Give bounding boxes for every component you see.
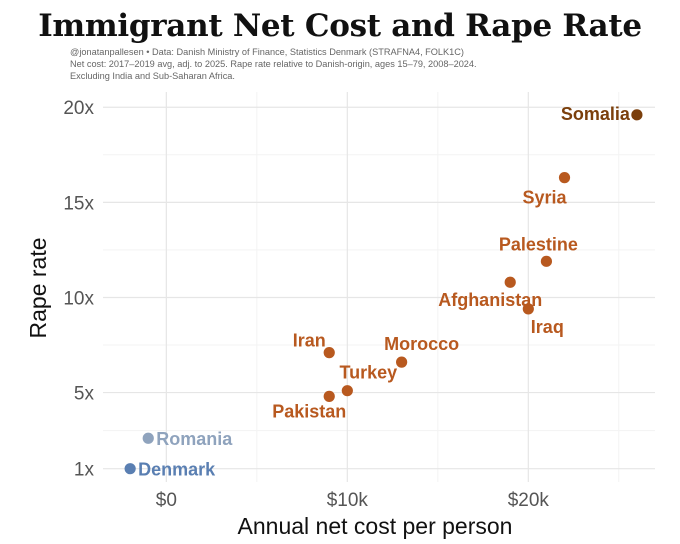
y-tick-label: 15x	[63, 193, 94, 214]
data-labels: Somalia Syria Palestine Afghanistan Iraq Moro…	[138, 104, 631, 480]
point-somalia	[631, 109, 643, 121]
label-syria: Syria	[522, 188, 567, 208]
point-syria	[558, 172, 571, 184]
point-iraq	[522, 303, 534, 315]
subtitle-line-2: Net cost: 2017–2019 avg, adj. to 2025. R…	[70, 58, 477, 69]
label-morocco: Morocco	[384, 334, 459, 354]
label-denmark: Denmark	[138, 460, 216, 480]
point-morocco	[396, 356, 408, 368]
point-romania	[142, 432, 154, 444]
point-palestine	[540, 255, 553, 267]
data-points	[124, 109, 643, 475]
label-somalia: Somalia	[561, 104, 631, 124]
label-romania: Romania	[156, 429, 233, 449]
label-iran: Iran	[293, 331, 326, 351]
point-pakistan	[323, 390, 335, 402]
minor-gridlines	[103, 92, 655, 482]
y-axis-label: Rape rate	[25, 237, 51, 338]
point-denmark	[124, 463, 136, 475]
label-afghanistan: Afghanistan	[438, 290, 542, 310]
label-palestine: Palestine	[499, 234, 578, 254]
y-tick-label: 1x	[74, 460, 95, 481]
x-tick-label: $20k	[508, 490, 550, 511]
x-axis-ticks: $0 $10k $20k	[156, 490, 550, 511]
x-tick-label: $0	[156, 490, 177, 511]
subtitle-line-1: @jonatanpallesen • Data: Danish Ministry…	[70, 47, 464, 57]
point-iran	[323, 347, 335, 359]
x-tick-label: $10k	[327, 490, 369, 511]
y-tick-label: 5x	[74, 384, 95, 405]
chart-title: Immigrant Net Cost and Rape Rate	[38, 8, 642, 44]
chart-subtitle: @jonatanpallesen • Data: Danish Ministry…	[70, 47, 630, 82]
point-turkey	[341, 385, 353, 397]
y-tick-label: 20x	[63, 98, 94, 119]
x-axis-label: Annual net cost per person	[238, 513, 513, 539]
subtitle-line-3: Excluding India and Sub-Saharan Africa.	[70, 70, 235, 81]
point-afghanistan	[504, 276, 516, 288]
label-pakistan: Pakistan	[272, 401, 346, 421]
label-iraq: Iraq	[531, 317, 564, 337]
y-axis-ticks: 1x 5x 10x 15x 20x	[63, 98, 94, 480]
major-gridlines	[103, 92, 655, 482]
label-turkey: Turkey	[339, 363, 397, 383]
y-tick-label: 10x	[63, 288, 94, 309]
